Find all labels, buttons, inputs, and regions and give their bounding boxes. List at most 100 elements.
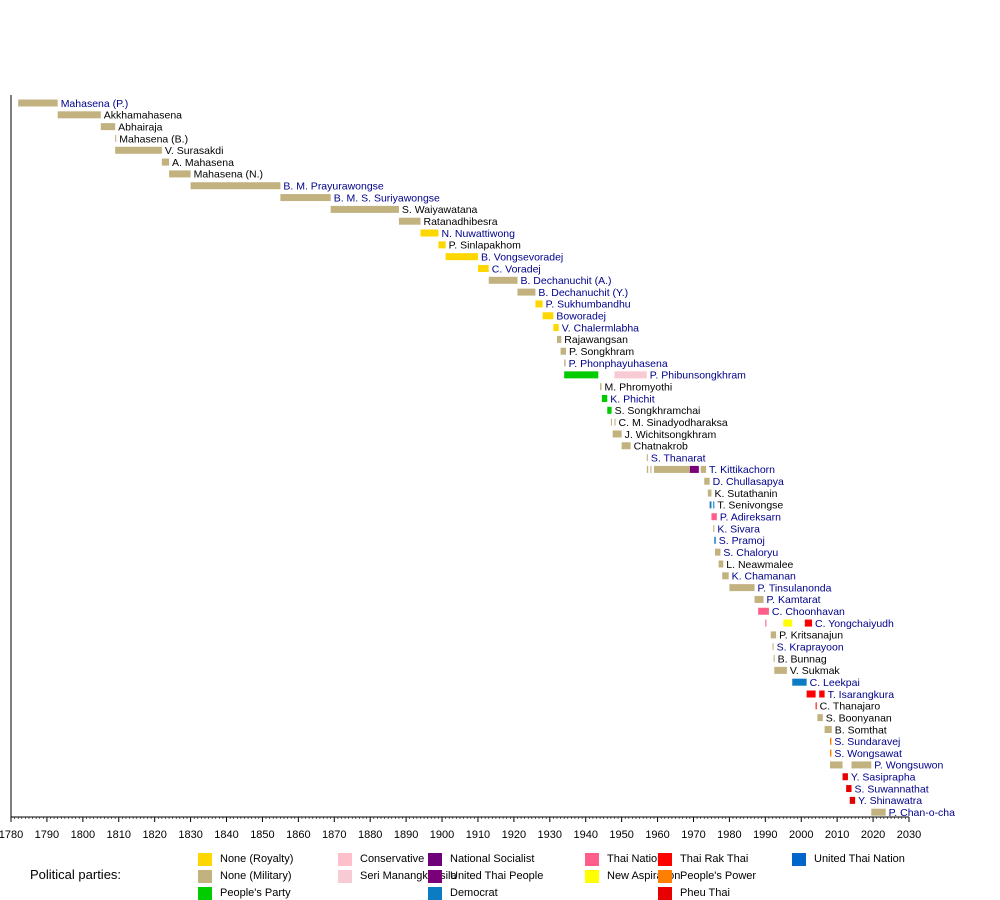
leader-label: C. Leekpai [810,677,860,689]
leader-label: Y. Shinawatra [858,795,922,807]
leader-label: S. Sundaravej [834,736,900,748]
leader-label: S. Wongsawat [834,748,902,760]
term-bar [770,631,777,639]
term-bar [517,288,536,296]
leader-label: C. Voradej [492,263,541,275]
term-bar [871,808,886,816]
term-bar [817,714,823,722]
leader-label: S. Thanarat [651,452,706,464]
term-bar [600,383,602,391]
leader-label: P. Adireksarn [720,512,781,524]
x-tick-label: 1820 [142,829,166,841]
x-tick-label: 1800 [71,829,95,841]
term-bar [707,489,712,497]
term-bar [646,454,648,462]
leader-label: B. M. S. Suriyawongse [334,192,440,204]
term-bar [804,619,813,627]
x-tick-label: 2020 [861,829,885,841]
leader-label: K. Sivara [717,523,760,535]
leader-label: B. Vongsevoradej [481,251,563,263]
term-bar [758,607,769,615]
x-tick-label: 1900 [430,829,454,841]
leader-label: C. Thanajaro [820,701,881,713]
leader-label: Mahasena (P.) [61,98,129,110]
term-bar [773,655,775,663]
leader-label: T. Isarangkura [828,689,895,701]
leader-label: K. Sutathanin [714,488,777,500]
term-bar [653,465,690,473]
term-bar [829,737,832,745]
term-bar [542,312,554,320]
term-bar [829,749,832,757]
term-bar [438,241,446,249]
term-bar [754,595,764,603]
leader-label: B. Dechanuchit (Y.) [538,287,628,299]
x-tick-label: 2000 [789,829,813,841]
term-bar [398,217,421,225]
x-tick-label: 1990 [753,829,777,841]
term-bar [711,513,717,521]
term-bar [607,406,612,414]
term-bar [846,785,852,793]
leader-label: V. Chalermlabha [562,322,639,334]
x-tick-label: 1780 [0,829,23,841]
term-bar [829,761,843,769]
x-tick-label: 1890 [394,829,418,841]
term-bar [190,182,281,190]
term-bar [646,465,649,473]
leader-label: C. M. Sinadyodharaksa [619,417,728,429]
x-tick-label: 1940 [573,829,597,841]
leader-label: Mahasena (N.) [194,169,263,181]
leader-label: Mahasena (B.) [119,133,188,145]
term-bar [713,525,715,533]
term-bar [330,205,399,213]
term-bar [715,548,721,556]
leader-label: Rajawangsan [564,334,628,346]
leader-label: S. Pramoj [719,535,765,547]
term-bar [57,111,101,119]
leader-label: S. Kraprayoon [777,642,844,654]
leader-label: P. Sinlapakhom [449,240,521,252]
x-tick-label: 1790 [35,829,59,841]
leader-label: Chatnakrob [634,441,688,453]
leader-label: P. Phibunsongkhram [650,370,746,382]
x-tick-label: 1840 [214,829,238,841]
term-bar [704,477,710,485]
term-bar [792,678,807,686]
leader-label: K. Phichit [610,393,654,405]
term-bar [718,560,724,568]
leader-label: S. Songkhramchai [615,405,701,417]
x-tick-label: 1970 [681,829,705,841]
leader-label: Boworadej [556,311,606,323]
leader-label: S. Boonyanan [826,712,892,724]
term-bar [614,418,616,426]
term-bar [621,442,631,450]
term-bar [806,690,816,698]
x-tick-label: 1930 [538,829,562,841]
leader-label: B. M. Prayurawongse [283,181,384,193]
x-tick-label: 1870 [322,829,346,841]
x-tick-label: 1830 [178,829,202,841]
term-bar [842,773,848,781]
term-bar [564,359,566,367]
leader-label: P. Phonphayuhasena [569,358,668,370]
leader-label: T. Kittikachorn [709,464,775,476]
leader-label: P. Kamtarat [767,594,821,606]
term-bar [601,395,608,402]
leader-label: P. Chan-o-cha [889,807,956,819]
term-bar [722,572,729,580]
term-bar [772,643,774,651]
leader-label: C. Choonhavan [772,606,845,618]
term-bar [169,170,191,178]
term-bar [765,619,767,627]
term-bar [774,666,787,674]
term-bar [556,335,562,343]
x-tick-label: 1950 [609,829,633,841]
x-tick-label: 1850 [250,829,274,841]
leader-label: J. Wichitsongkhram [625,429,717,441]
leader-label: K. Chamanan [732,571,796,583]
x-tick-label: 1920 [502,829,526,841]
leader-label: B. Dechanuchit (A.) [520,275,611,287]
leader-label: C. Yongchaiyudh [815,618,894,630]
